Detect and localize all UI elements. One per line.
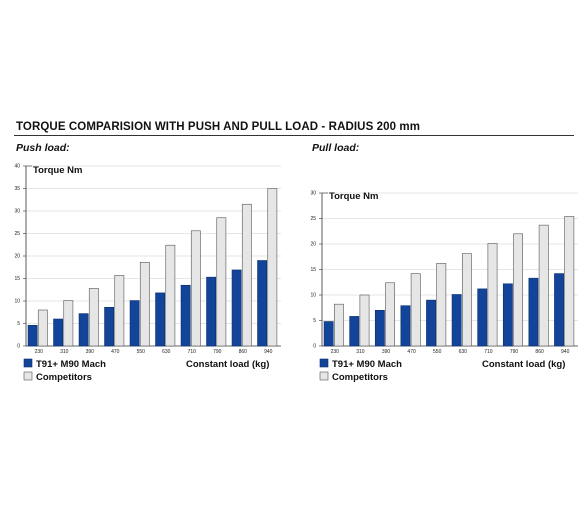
chart1-legend-label: Competitors [36,372,92,383]
chart1-y-tick-label: 0 [17,344,20,350]
chart1-bar-competitors [139,261,150,347]
chart1-bar-competitors [267,188,278,347]
chart2-bar-t91-m90-mach [323,321,334,347]
chart1-x-axis-title: Constant load (kg) [186,359,269,370]
chart1-bar-t91-m90-mach [104,306,115,347]
chart2-bar-competitors [359,294,370,347]
chart2-bar-t91-m90-mach [528,277,539,347]
chart1-x-tick-label: 790 [213,349,222,355]
chart1-y-tick-label: 25 [14,231,20,237]
chart1-bar-competitors [37,309,48,347]
chart1-legend-swatch [23,358,33,368]
chart2-legend-swatch [319,371,329,381]
chart2-x-axis-title: Constant load (kg) [482,359,565,370]
chart2-bar-t91-m90-mach [477,288,488,347]
chart2-legend-label: Competitors [332,372,388,383]
chart2-bar-competitors [487,243,498,347]
chart1-x-tick-label: 630 [162,349,171,355]
chart2-bar-competitors [513,233,524,347]
chart2-bar-competitors [564,216,575,347]
chart1-x-tick-label: 390 [86,349,95,355]
chart1-bar-t91-m90-mach [257,260,268,347]
chart2-bar-t91-m90-mach [374,309,385,347]
pull-load-label: Pull load: [312,142,360,154]
chart2-y-tick-label: 15 [310,267,316,273]
chart2-y-tick-label: 30 [310,191,316,197]
chart1-bar-competitors [63,300,74,347]
chart2-bar-t91-m90-mach [349,316,360,347]
chart2-x-tick-label: 630 [459,349,468,355]
chart1-bar-competitors [190,230,201,347]
chart1-bar-t91-m90-mach [206,276,217,347]
chart1-legend-label: T91+ M90 Mach [36,359,106,370]
chart1-bar-t91-m90-mach [27,324,38,347]
chart2-bar-competitors [410,273,421,347]
chart2-bar-t91-m90-mach [426,299,436,347]
chart2-x-tick-label: 940 [561,349,570,355]
chart2-x-tick-label: 390 [382,349,391,355]
chart2-x-tick-label: 860 [535,349,544,355]
chart1-x-tick-label: 470 [111,349,120,355]
chart2-y-axis-title: Torque Nm [329,191,378,202]
title-divider [14,135,574,136]
chart2-y-tick-label: 5 [313,318,316,324]
chart2-y-tick-label: 20 [310,242,316,248]
chart1-y-tick-label: 20 [14,254,20,260]
chart1-bar-t91-m90-mach [129,300,140,347]
chart2-bar-t91-m90-mach [400,305,411,347]
chart2-legend-swatch [319,358,329,368]
chart1-x-tick-label: 310 [60,349,69,355]
chart1-y-axis-title: Torque Nm [33,165,82,176]
chart1-bar-competitors [216,217,227,347]
chart1-y-tick-label: 30 [14,209,20,215]
chart1-bar-competitors [241,203,252,347]
chart1-bar-t91-m90-mach [231,269,242,347]
chart1-x-tick-label: 940 [264,349,273,355]
chart1-legend-swatch [23,371,33,381]
chart1-bar-t91-m90-mach [180,284,191,347]
chart1-bar-t91-m90-mach [155,292,166,347]
chart2-x-tick-label: 470 [407,349,416,355]
chart2-bar-t91-m90-mach [502,283,513,347]
chart2-bar-competitors [538,224,549,347]
chart2-bar-competitors [333,303,344,347]
chart1-y-tick-label: 40 [14,164,20,170]
chart2-y-tick-label: 10 [310,293,316,299]
chart2-x-tick-label: 230 [331,349,340,355]
chart1-y-tick-label: 35 [14,186,20,192]
chart1-bar-competitors [114,275,125,347]
chart1-x-tick-label: 710 [188,349,197,355]
chart1-bar-t91-m90-mach [53,318,64,347]
chart1-x-tick-label: 230 [35,349,44,355]
chart2-y-tick-label: 25 [310,216,316,222]
chart2-bar-t91-m90-mach [554,273,564,347]
chart2-bar-competitors [436,263,447,347]
chart2-legend-label: T91+ M90 Mach [332,359,402,370]
chart2-bar-t91-m90-mach [451,294,462,347]
chart2-x-tick-label: 310 [356,349,365,355]
chart1-x-tick-label: 550 [137,349,146,355]
chart2-y-tick-label: 0 [313,344,316,350]
chart1-bar-competitors [165,244,176,347]
chart1-y-tick-label: 15 [14,276,20,282]
chart1-bar-competitors [88,288,99,347]
chart1-y-tick-label: 10 [14,299,20,305]
chart2-x-tick-label: 710 [484,349,493,355]
chart1-x-tick-label: 860 [239,349,248,355]
chart2-bar-competitors [461,253,472,347]
chart2-x-tick-label: 790 [510,349,519,355]
chart1-y-tick-label: 5 [17,321,20,327]
chart2-bar-competitors [385,282,396,347]
chart1-bar-t91-m90-mach [78,313,89,347]
push-load-label: Push load: [16,142,70,154]
chart2-x-tick-label: 550 [433,349,442,355]
page-title: TORQUE COMPARISION WITH PUSH AND PULL LO… [16,121,421,133]
